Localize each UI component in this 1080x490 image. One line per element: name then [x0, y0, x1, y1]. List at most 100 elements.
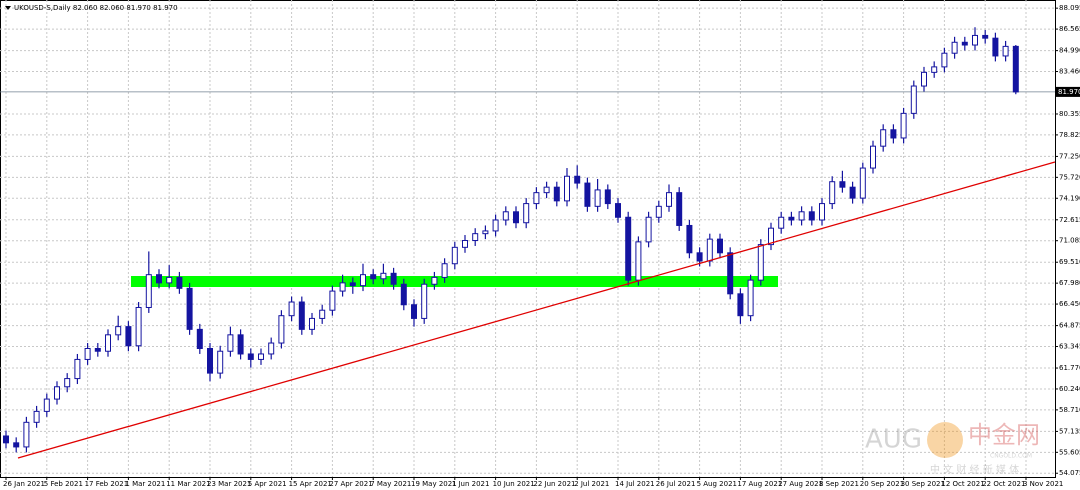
candle-body [574, 175, 581, 184]
y-tick-label: 88.095 [1059, 4, 1080, 12]
candle-body [339, 282, 346, 292]
candle-body [921, 71, 927, 87]
y-tick-label: 63.345 [1059, 343, 1080, 351]
candle-body [288, 301, 295, 317]
x-tick-label: 26 Jul 2021 [656, 480, 696, 488]
candle-body [808, 211, 815, 221]
candle-body [727, 252, 734, 295]
candle-body [502, 211, 509, 221]
candle-body [207, 347, 213, 374]
watermark-text: 中 文 财 经 新 媒 体 [930, 463, 1019, 476]
y-tick-label: 75.720 [1059, 173, 1080, 181]
candle-body [309, 317, 315, 330]
candle-body [686, 224, 693, 254]
y-tick-label: 71.085 [1059, 237, 1080, 245]
plot-frame [0, 0, 1056, 478]
candle-body [431, 276, 438, 285]
y-tick-label: 61.770 [1059, 364, 1080, 372]
y-tick-label: 66.450 [1059, 300, 1080, 308]
candle-body [788, 216, 795, 221]
candle-body [360, 274, 366, 287]
y-tick-label: 69.510 [1059, 258, 1080, 266]
y-tick-label: 67.980 [1059, 279, 1080, 287]
candle-body [186, 287, 193, 330]
candle-body [737, 293, 744, 317]
candle-body [747, 279, 754, 317]
candle-body [615, 203, 621, 218]
candle-body [23, 421, 30, 448]
y-tick-label: 80.355 [1059, 110, 1080, 118]
y-tick-label: 84.990 [1059, 47, 1080, 55]
candle-body [33, 410, 40, 423]
y-tick-label: 77.250 [1059, 152, 1080, 160]
candle-body [564, 175, 570, 202]
candle-body [900, 112, 907, 139]
x-tick-label: 27 Aug 2021 [778, 480, 823, 488]
x-tick-label: 22 Oct 2021 [982, 480, 1025, 488]
x-tick-label: 27 Apr 2021 [329, 480, 372, 488]
candle-body [859, 167, 866, 199]
candle-body [94, 347, 101, 352]
candle-body [492, 219, 499, 232]
x-tick-label: 12 Oct 2021 [941, 480, 984, 488]
candle-body [696, 252, 703, 262]
candle-body [13, 442, 20, 448]
current-price-box [1056, 86, 1080, 97]
candle-body [880, 129, 887, 147]
candle-body [645, 216, 652, 243]
y-tick-label: 55.605 [1059, 448, 1080, 456]
candle-body [115, 326, 122, 336]
x-tick-label: 5 Feb 2021 [44, 480, 83, 488]
candle-body [584, 182, 591, 207]
candle-body [1012, 45, 1019, 93]
candle-body [604, 189, 611, 205]
chart-title: UKOUSD-S,Daily 82.060 82.060 81.970 81.9… [14, 4, 178, 12]
candle-body [798, 211, 805, 221]
current-price-label: 81.970 [1058, 88, 1080, 96]
x-tick-label: 8 Sep 2021 [819, 480, 859, 488]
candle-body [390, 272, 397, 285]
candle-body [941, 52, 948, 68]
candle-body [319, 309, 326, 319]
candle-body [472, 233, 479, 241]
candle-body [635, 241, 642, 281]
watermark-text: CNGOLD.COM [990, 453, 1032, 460]
candle-body [54, 386, 60, 400]
x-tick-label: 23 Mar 2021 [207, 480, 251, 488]
x-tick-label: 11 Mar 2021 [166, 480, 210, 488]
candle-body [298, 301, 305, 330]
candle-body [910, 85, 917, 114]
candle-body [951, 41, 958, 54]
x-tick-label: 19 May 2021 [411, 480, 457, 488]
candle-body [482, 230, 489, 235]
menu-arrow[interactable] [5, 6, 11, 10]
x-tick-label: 3 Nov 2021 [1023, 480, 1063, 488]
y-tick-label: 78.825 [1059, 131, 1080, 139]
candle-body [258, 353, 264, 360]
candle-body [441, 263, 448, 278]
candle-body [768, 227, 774, 246]
y-tick-label: 86.565 [1059, 25, 1080, 33]
x-tick-label: 5 Aug 2021 [697, 480, 737, 488]
candle-body [819, 203, 825, 221]
candle-body [778, 216, 785, 229]
candle-body [135, 306, 142, 347]
watermark-logo [927, 422, 963, 458]
x-tick-label: 1 Mar 2021 [125, 480, 165, 488]
candle-body [380, 272, 387, 280]
candle-body [829, 181, 836, 205]
candle-body [74, 358, 81, 380]
candle-body [370, 274, 377, 280]
candle-body [655, 205, 662, 218]
candle-body [411, 304, 417, 319]
x-tick-label: 30 Sep 2021 [901, 480, 945, 488]
y-tick-label: 58.710 [1059, 406, 1080, 414]
candle-body [166, 276, 173, 284]
y-tick-label: 83.460 [1059, 68, 1080, 76]
x-tick-label: 20 Sep 2021 [860, 480, 904, 488]
candle-body [890, 129, 897, 139]
x-tick-label: 15 Apr 2021 [289, 480, 332, 488]
candle-body [849, 186, 856, 199]
candle-body [717, 238, 723, 254]
candle-body [400, 283, 407, 306]
